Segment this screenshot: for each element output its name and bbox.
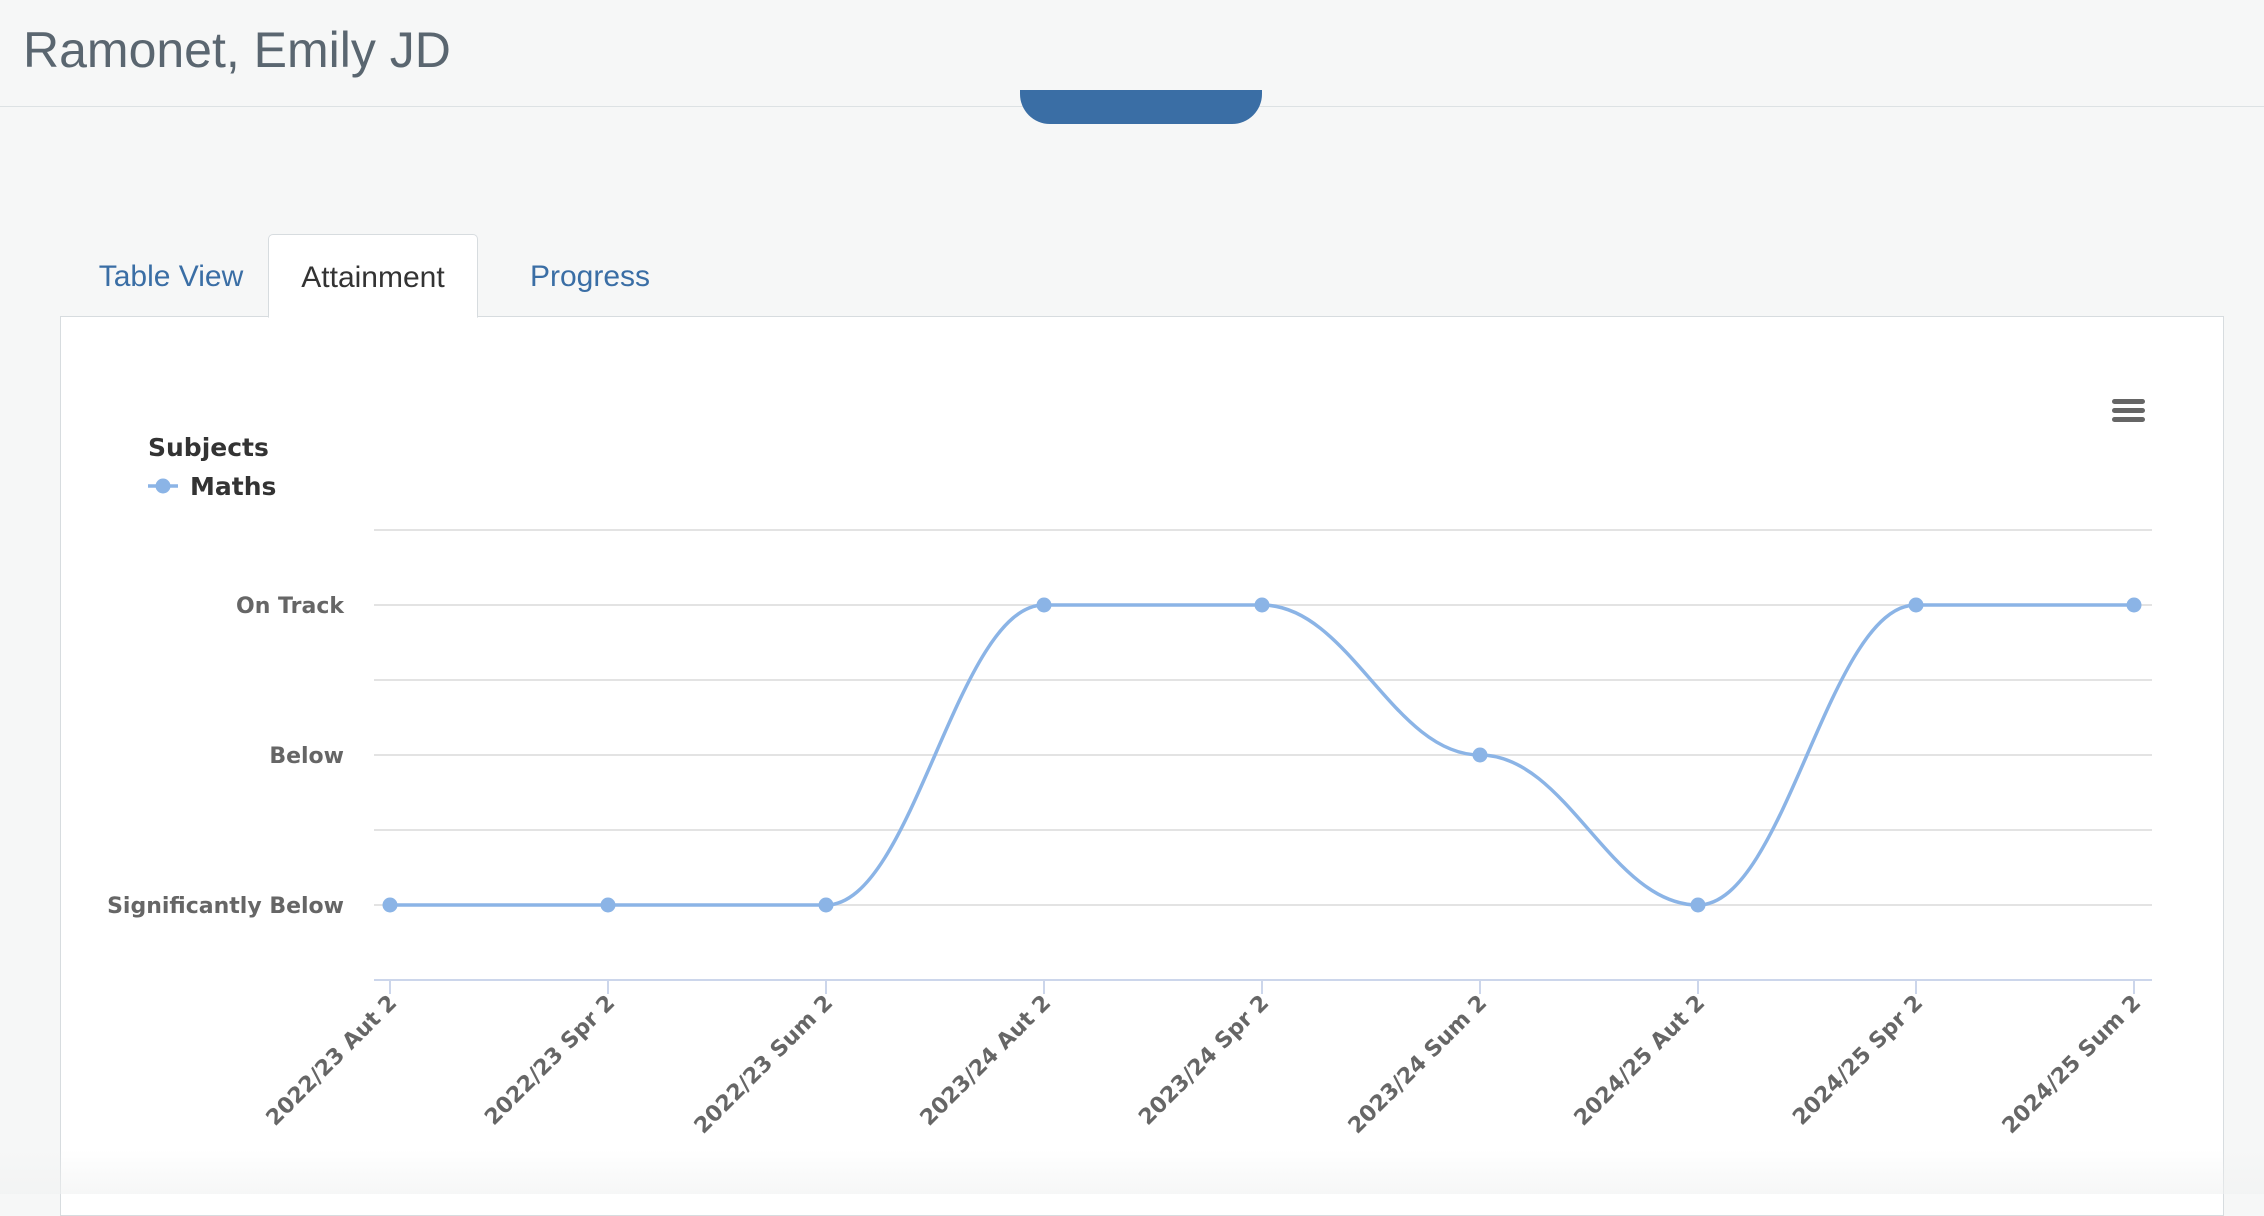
x-tick-label: 2024/25 Spr 2	[1788, 991, 1928, 1131]
x-tick-label: 2023/24 Sum 2	[1344, 991, 1492, 1139]
chart-menu-button[interactable]	[2106, 393, 2152, 431]
data-point	[1472, 747, 1488, 763]
hamburger-menu-icon-bar	[2112, 408, 2145, 413]
x-tick-label: 2024/25 Sum 2	[1998, 991, 2146, 1139]
header-action-button[interactable]	[1020, 90, 1262, 124]
x-tick-label: 2023/24 Spr 2	[1134, 991, 1274, 1131]
page-title: Ramonet, Emily JD	[23, 22, 451, 78]
hamburger-menu-icon-bar	[2112, 417, 2145, 422]
y-tick-label: On Track	[236, 594, 345, 619]
data-point	[1690, 897, 1706, 913]
data-point	[1908, 597, 1924, 613]
chart-panel	[60, 316, 2224, 1216]
x-tick-label: 2022/23 Sum 2	[690, 991, 838, 1139]
page-header: Ramonet, Emily JD	[0, 0, 2264, 107]
x-tick-label: 2024/25 Aut 2	[1570, 991, 1711, 1132]
series-line-maths	[390, 603, 2135, 907]
x-tick-label: 2023/24 Aut 2	[916, 991, 1057, 1132]
hamburger-menu-icon	[2112, 399, 2145, 404]
data-point	[382, 897, 398, 913]
legend-marker	[155, 478, 171, 494]
x-tick-label: 2022/23 Spr 2	[480, 991, 620, 1131]
legend-title: Subjects	[148, 433, 269, 462]
x-tick-label: 2022/23 Aut 2	[262, 991, 403, 1132]
data-point	[1036, 597, 1052, 613]
y-tick-label: Below	[269, 744, 344, 769]
data-point	[600, 897, 616, 913]
tab-table-view[interactable]: Table View	[98, 260, 244, 293]
tab-progress[interactable]: Progress	[529, 260, 651, 293]
data-point	[818, 897, 834, 913]
legend-item-maths[interactable]: Maths	[190, 472, 276, 501]
tab-attainment[interactable]: Attainment	[268, 234, 478, 318]
data-point	[1254, 597, 1270, 613]
y-tick-label: Significantly Below	[107, 894, 344, 919]
data-point	[2126, 597, 2142, 613]
